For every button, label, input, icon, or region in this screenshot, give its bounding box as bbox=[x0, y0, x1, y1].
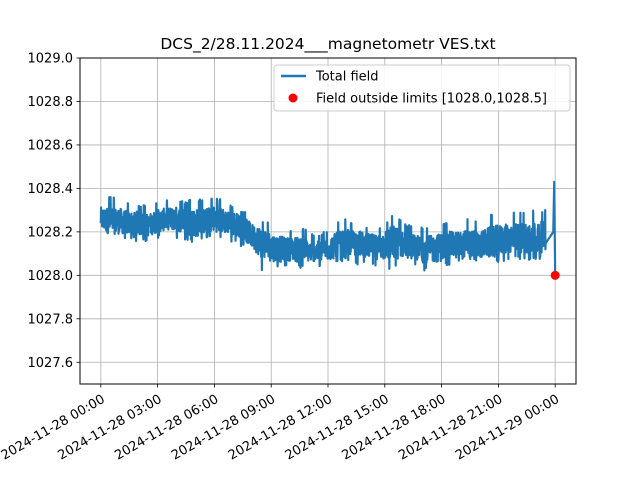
legend-marker-outside-limits bbox=[288, 93, 298, 103]
legend: Total field Field outside limits [1028.0… bbox=[273, 64, 571, 112]
point-outside-limits bbox=[550, 270, 560, 280]
y-axis-ticks: 1027.6 1027.8 1028.0 1028.2 1028.4 1028.6 1028… bbox=[28, 52, 80, 371]
series-line-total-field bbox=[99, 180, 557, 276]
y-tick-label: 1028.2 bbox=[28, 225, 74, 240]
y-tick-label: 1029.0 bbox=[28, 52, 74, 67]
legend-label-total-field: Total field bbox=[315, 70, 379, 85]
y-tick-label: 1028.6 bbox=[28, 138, 74, 153]
y-tick-label: 1028.8 bbox=[28, 95, 74, 110]
y-tick-label: 1028.0 bbox=[28, 269, 74, 284]
chart-title: DCS_2/28.11.2024___magnetometr VES.txt bbox=[160, 35, 495, 54]
legend-label-outside-limits: Field outside limits [1028.0,1028.5] bbox=[316, 92, 547, 107]
legend-box bbox=[273, 64, 571, 112]
y-tick-label: 1027.6 bbox=[28, 356, 74, 371]
plot-data bbox=[99, 180, 560, 280]
y-tick-label: 1028.4 bbox=[28, 182, 74, 197]
y-tick-label: 1027.8 bbox=[28, 312, 74, 327]
